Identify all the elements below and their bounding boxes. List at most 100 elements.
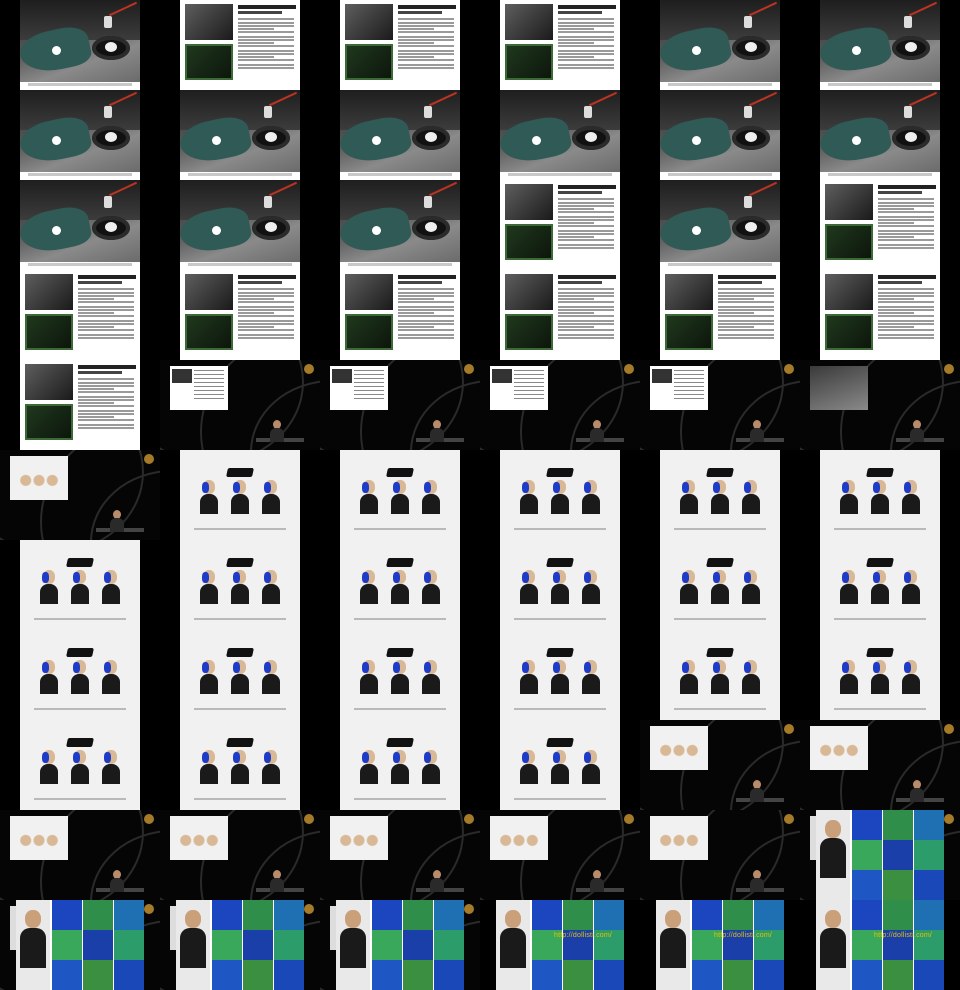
photo-emblem (212, 136, 221, 145)
slide-logo (866, 648, 894, 657)
color-tile (532, 930, 562, 960)
page-text-line (238, 22, 294, 24)
page-text-line (398, 56, 434, 58)
page-text-line (398, 298, 434, 300)
page-text-line (398, 22, 454, 24)
thumbnail-cell (480, 360, 640, 450)
performer-body (391, 584, 409, 604)
lecture-hall (160, 360, 320, 450)
performance-slide (20, 540, 140, 630)
projection-screen (650, 366, 708, 410)
page-text-line (78, 388, 114, 390)
face-mask (904, 662, 911, 673)
page-text-line (78, 399, 134, 401)
page-text-line (878, 239, 934, 241)
face-mask (424, 572, 431, 583)
page-text-line (398, 320, 454, 322)
color-tile (883, 960, 913, 990)
page-text-line (558, 239, 614, 241)
page-text-line (878, 337, 934, 339)
thumbnail-cell (160, 810, 320, 900)
slide-logo (386, 558, 414, 567)
page-text-line (238, 45, 294, 47)
venue-logo (784, 814, 794, 824)
speaker-figure (430, 870, 444, 892)
thumbnail-cell (480, 450, 640, 540)
lecture-hall (320, 810, 480, 900)
performer-figure (262, 480, 280, 514)
page-text-line (558, 337, 614, 339)
performance-slide (500, 630, 620, 720)
face-mask (362, 752, 369, 763)
face-mask (424, 662, 431, 673)
color-tile (212, 960, 242, 990)
page-text-line (558, 42, 594, 44)
performer-body (711, 584, 729, 604)
page-text-line (398, 42, 434, 44)
performer-figure (200, 570, 218, 604)
performer-body (391, 764, 409, 784)
thumbnail-cell (640, 270, 800, 360)
page-text-line (238, 67, 294, 69)
thumbnail-cell (800, 810, 960, 900)
photo-emblem (852, 136, 861, 145)
projection-screen (810, 726, 868, 770)
slide-logo (546, 558, 574, 567)
performer-body (520, 584, 538, 604)
page-text-line (878, 309, 934, 311)
page-heading (558, 275, 616, 279)
performer-figure (871, 660, 889, 694)
performer-body (391, 494, 409, 514)
thumbnail-cell: http://dollisti.com/ (640, 900, 800, 990)
page-heading (558, 5, 616, 9)
page-text-line (558, 198, 614, 200)
color-tile (914, 810, 944, 840)
performance-slide (340, 720, 460, 810)
page-text-line (238, 320, 294, 322)
page-text-line (878, 326, 914, 328)
page-text-line (878, 225, 934, 227)
performance-slide (340, 540, 460, 630)
performer-body (40, 584, 58, 604)
speaker-body (430, 428, 444, 442)
performer-body (520, 764, 538, 784)
performer-figure (231, 660, 249, 694)
performance-slide (180, 720, 300, 810)
thumbnail-cell (160, 270, 320, 360)
page-text-line (238, 288, 294, 290)
color-tile (723, 900, 753, 930)
color-tile (532, 960, 562, 990)
slide-logo (226, 738, 254, 747)
venue-logo (624, 814, 634, 824)
face-mask (264, 662, 271, 673)
installation-photo (660, 90, 780, 180)
page-text-line (78, 378, 134, 380)
page-text-line (238, 326, 274, 328)
photo-pot (252, 216, 290, 240)
performer-figure (360, 570, 378, 604)
page-text-line (238, 64, 294, 66)
page-text-line (78, 334, 134, 336)
projection-screen (650, 726, 708, 770)
page-text-line (78, 301, 134, 303)
page-text-line (878, 222, 914, 224)
performer-figure (582, 570, 600, 604)
page-text-line (398, 329, 454, 331)
slide-caption (194, 708, 286, 710)
thumbnail-cell (480, 270, 640, 360)
face-mask (362, 572, 369, 583)
face-mask (553, 482, 560, 493)
blue-grid-slide (816, 810, 944, 900)
color-tile (754, 900, 784, 930)
page-text-line (558, 36, 614, 38)
performer-body (262, 674, 280, 694)
performer-figure (71, 570, 89, 604)
page-heading (878, 275, 936, 279)
page-image-top (825, 184, 873, 220)
performer-figure (520, 750, 538, 784)
page-image-bottom (345, 314, 393, 350)
color-tile (114, 930, 144, 960)
page-subheading (78, 281, 122, 284)
performer-body (200, 494, 218, 514)
performer-body (71, 584, 89, 604)
